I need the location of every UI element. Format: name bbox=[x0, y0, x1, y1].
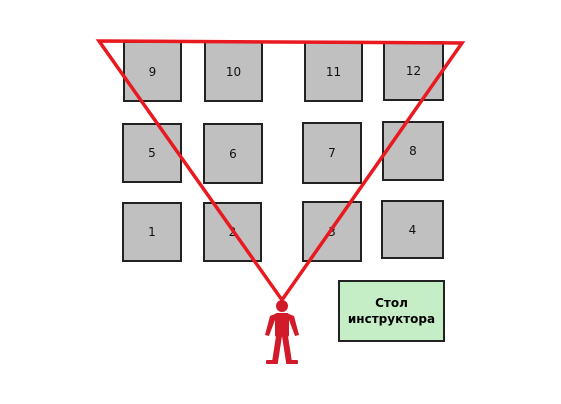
seat-10: 10 bbox=[204, 41, 263, 102]
instructor-desk-label-line1: Стол bbox=[375, 296, 408, 310]
person-icon bbox=[265, 300, 299, 364]
seat-5: 5 bbox=[122, 123, 182, 183]
seat-8: 8 bbox=[382, 121, 444, 181]
seat-7: 7 bbox=[302, 122, 362, 184]
seat-1: 1 bbox=[122, 202, 182, 262]
view-cone-triangle bbox=[95, 39, 466, 304]
seat-6: 6 bbox=[203, 123, 263, 184]
instructor-desk: Стол инструктора bbox=[338, 280, 445, 342]
instructor-desk-label-line2: инструктора bbox=[347, 312, 436, 326]
seat-4: 4 bbox=[381, 200, 444, 259]
